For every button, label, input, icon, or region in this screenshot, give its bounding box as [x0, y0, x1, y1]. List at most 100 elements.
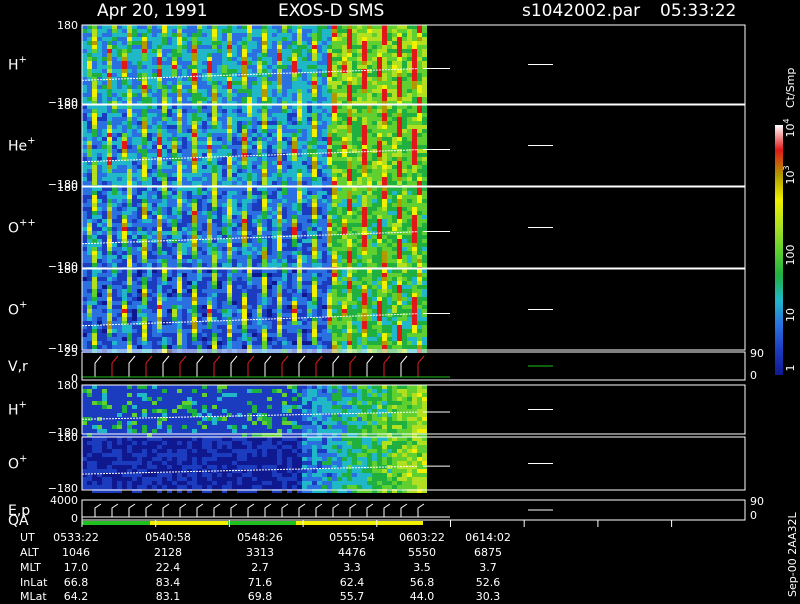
spectrogram-cell [217, 145, 222, 149]
spectrogram-cell [97, 235, 102, 239]
spectrogram-cell [262, 125, 267, 129]
spectrogram-cell [252, 73, 257, 77]
spectrogram-cell [112, 251, 117, 255]
spectrogram-cell [332, 77, 337, 81]
spectrogram-cell [117, 247, 122, 251]
spectrogram-cell [222, 49, 227, 53]
spectrogram-cell [92, 211, 97, 215]
spectrogram-cell [217, 309, 222, 313]
spectrogram-cell [307, 33, 312, 37]
spectrogram-cell [167, 199, 172, 203]
spectrogram-cell [297, 97, 302, 101]
spectrogram-cell [372, 259, 377, 263]
spectrogram-cell [222, 337, 227, 341]
spectrogram-cell [302, 203, 307, 207]
spectrogram-cell [277, 187, 282, 191]
spectrogram-cell [232, 329, 237, 333]
spectrogram-cell [182, 141, 187, 145]
spectrogram-cell [82, 305, 87, 309]
spectrogram-cell [122, 191, 127, 195]
spectrogram-cell [112, 165, 117, 169]
spectrogram-cell [377, 133, 382, 137]
spectrogram-cell [337, 121, 342, 125]
spectrogram-cell [242, 109, 247, 113]
spectrogram-cell [202, 191, 207, 195]
spectrogram-cell [222, 69, 227, 73]
spectrogram-cell [107, 85, 112, 89]
spectrogram-cell [307, 113, 312, 117]
spectrogram-cell [222, 289, 227, 293]
spectrogram-cell [247, 211, 252, 215]
spectrogram-cell [172, 85, 177, 89]
spectrogram-cell [87, 61, 92, 65]
spectrogram-cell [232, 337, 237, 341]
spectrogram-cell [377, 177, 382, 181]
spectrogram-cell [172, 65, 177, 69]
spectrogram-cell [97, 207, 102, 211]
spectrogram-cell [107, 263, 112, 267]
spectrogram-cell [267, 141, 272, 145]
spectrogram-cell [357, 77, 362, 81]
spectrogram-cell [187, 329, 192, 333]
spectrogram-cell [227, 117, 232, 121]
spectrogram-cell [317, 207, 322, 211]
spectrogram-cell [117, 195, 122, 199]
spectrogram-cell [182, 293, 187, 297]
spectrogram-cell [237, 289, 242, 293]
spectrogram-cell [187, 77, 192, 81]
spectrogram-cell [407, 117, 412, 121]
spectrogram-cell [422, 259, 427, 263]
spectrogram-cell [97, 259, 102, 263]
spectrogram-cell [257, 117, 262, 121]
spectrogram-cell [162, 61, 167, 65]
spectrogram-cell [177, 145, 182, 149]
spectrogram-cell [182, 161, 187, 165]
spectrogram-cell [237, 255, 242, 259]
spectrogram-cell [112, 105, 117, 109]
spectrogram-cell [332, 247, 337, 251]
spectrogram-cell [402, 53, 407, 57]
spectrogram-cell [142, 109, 147, 113]
spectrogram-cell [247, 317, 252, 321]
spectrogram-cell [122, 281, 127, 285]
spectrogram-cell [197, 195, 202, 199]
spectrogram-cell [127, 333, 132, 337]
spectrogram-cell [367, 255, 372, 259]
spectrogram-cell [182, 109, 187, 113]
spectrogram-cell [297, 215, 302, 219]
spectrogram-cell [242, 251, 247, 255]
spectrogram-cell [97, 203, 102, 207]
spectrogram-cell [367, 117, 372, 121]
spectrogram-cell [102, 243, 107, 247]
spectrogram-cell [117, 117, 122, 121]
spectrogram-cell [222, 333, 227, 337]
spectrogram-cell [322, 65, 327, 69]
spectrogram-cell [252, 219, 257, 223]
spectrogram-cell [387, 73, 392, 77]
spectrogram-cell [307, 231, 312, 235]
spectrogram-cell [397, 247, 402, 251]
spectrogram-cell [372, 49, 377, 53]
spectrogram-cell [117, 57, 122, 61]
spectrogram-cell [297, 29, 302, 33]
spectrogram-cell [137, 263, 142, 267]
spectrogram-cell [422, 105, 427, 109]
spectrogram-cell [232, 255, 237, 259]
spectrogram-cell [247, 293, 252, 297]
spectrogram-cell [317, 247, 322, 251]
spectrogram-cell [377, 77, 382, 81]
spectrogram-cell [162, 317, 167, 321]
spectrogram-cell [137, 341, 142, 345]
spectrogram-cell [207, 211, 212, 215]
spectrogram-cell [87, 141, 92, 145]
spectrogram-cell [107, 195, 112, 199]
spectrogram-cell [317, 41, 322, 45]
spectrogram-cell [227, 341, 232, 345]
spectrogram-cell [187, 243, 192, 247]
spectrogram-cell [352, 157, 357, 161]
spectrogram-cell [162, 145, 167, 149]
spectrogram-cell [222, 325, 227, 329]
spectrogram-cell [257, 247, 262, 251]
spectrogram-cell [257, 97, 262, 101]
spectrogram-cell [142, 259, 147, 263]
